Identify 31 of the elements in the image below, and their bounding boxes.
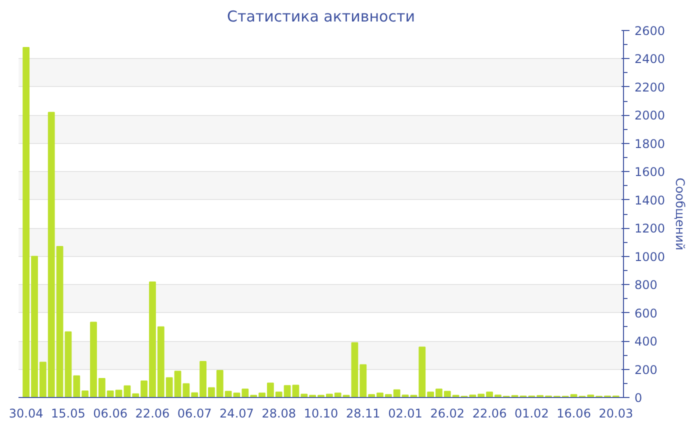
y-axis-title: Сообщений <box>673 178 688 250</box>
x-tick-label: 06.07 <box>177 406 212 420</box>
x-tick-label: 16.06 <box>556 406 591 420</box>
y-tick-label: 2600 <box>634 24 666 38</box>
y-tick-label: 1200 <box>634 222 666 236</box>
chart-title: Статистика активности <box>227 8 415 26</box>
y-tick-label: 0 <box>634 391 642 405</box>
x-tick-label: 26.02 <box>430 406 465 420</box>
y-tick-label: 400 <box>634 334 658 349</box>
x-tick-label: 24.07 <box>220 406 254 420</box>
x-tick-label: 28.11 <box>346 406 380 420</box>
x-tick-label: 02.01 <box>388 406 422 420</box>
x-tick-label: 30.04 <box>8 406 44 420</box>
x-tick-label: 10.10 <box>304 406 338 420</box>
x-tick-label: 06.06 <box>93 406 128 420</box>
y-tick-label: 1800 <box>634 136 666 151</box>
y-tick-label: 800 <box>634 278 658 292</box>
x-tick-label: 15.05 <box>51 406 86 420</box>
y-tick-label: 2200 <box>634 80 666 94</box>
x-tick-label: 20.03 <box>598 406 634 420</box>
y-tick-label: 2000 <box>634 108 666 123</box>
y-tick-label: 1000 <box>634 250 666 264</box>
y-tick-label: 2400 <box>634 52 666 66</box>
y-tick-label: 200 <box>634 362 658 377</box>
y-tick-label: 1600 <box>634 165 666 180</box>
y-tick-label: 600 <box>634 306 658 320</box>
x-tick-label: 01.02 <box>514 406 549 420</box>
x-tick-label: 22.06 <box>135 406 170 420</box>
x-tick-label: 28.08 <box>262 406 296 420</box>
y-tick-label: 1400 <box>634 193 666 208</box>
x-tick-label: 22.06 <box>472 406 507 420</box>
